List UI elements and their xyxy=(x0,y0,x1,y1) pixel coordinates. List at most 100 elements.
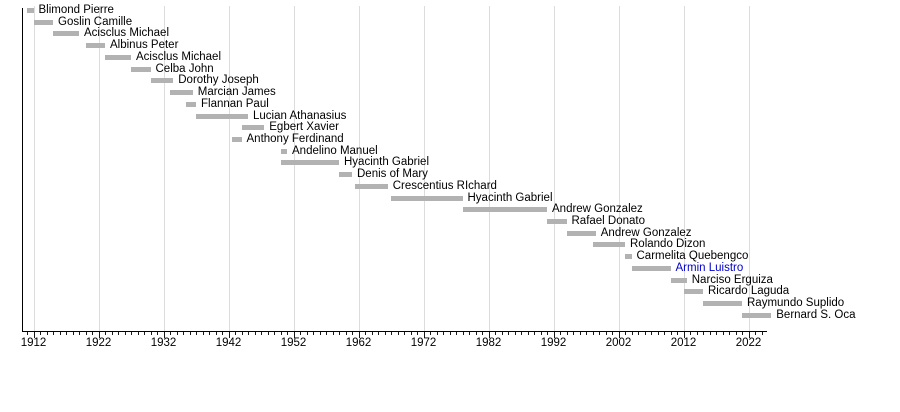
timeline-bar xyxy=(170,90,193,95)
timeline-bar xyxy=(683,289,703,294)
minor-tick xyxy=(66,332,67,335)
timeline-bar xyxy=(33,19,53,25)
minor-tick xyxy=(59,332,61,335)
major-tick xyxy=(748,332,750,338)
decade-gridline xyxy=(293,6,295,331)
timeline-bar xyxy=(339,172,352,177)
timeline-bar xyxy=(566,230,596,236)
minor-tick xyxy=(469,332,470,335)
minor-tick xyxy=(605,332,607,335)
timeline-bar xyxy=(547,219,567,224)
axis-year-label: 1952 xyxy=(280,337,307,349)
minor-tick xyxy=(202,332,204,335)
minor-tick xyxy=(280,332,282,335)
minor-tick xyxy=(79,332,80,335)
axis-year-label: 2002 xyxy=(605,337,632,349)
timeline-bar xyxy=(391,195,463,201)
decade-gridline xyxy=(683,6,685,331)
timeline-bar-label-link[interactable]: Armin Luistro xyxy=(675,261,744,274)
minor-tick xyxy=(150,332,152,335)
timeline-bar-label: Celba John xyxy=(155,62,214,75)
x-axis xyxy=(21,331,767,332)
minor-tick xyxy=(527,332,529,335)
timeline-bar-label: Andelino Manuel xyxy=(292,144,378,157)
minor-tick xyxy=(267,332,269,335)
timeline-bar xyxy=(462,207,547,212)
timeline-bar xyxy=(186,101,196,107)
timeline-bar-label: Rafael Donato xyxy=(571,215,646,227)
timeline-bar xyxy=(670,277,687,283)
minor-tick xyxy=(339,332,340,335)
timeline-bar xyxy=(196,113,248,119)
minor-tick xyxy=(631,332,633,335)
timeline-bar-label: Egbert Xavier xyxy=(269,121,339,133)
minor-tick xyxy=(696,332,698,335)
minor-tick xyxy=(560,332,561,335)
timeline-bar xyxy=(703,301,742,306)
minor-tick xyxy=(436,332,438,335)
minor-tick xyxy=(248,332,249,335)
minor-tick xyxy=(761,332,763,335)
minor-tick xyxy=(137,332,139,335)
timeline-bar-label: Raymundo Suplido xyxy=(747,297,845,309)
axis-year-label: 1972 xyxy=(410,337,437,349)
timeline-bar-label: Andrew Gonzalez xyxy=(600,226,692,239)
minor-tick xyxy=(599,332,600,335)
major-tick xyxy=(618,332,620,338)
minor-tick xyxy=(495,332,496,335)
minor-tick xyxy=(430,332,431,335)
minor-tick xyxy=(85,332,87,335)
minor-tick xyxy=(40,332,41,335)
minor-tick xyxy=(111,332,113,335)
minor-tick xyxy=(612,332,613,335)
minor-tick xyxy=(514,332,516,335)
major-tick xyxy=(163,332,165,338)
axis-year-label: 1912 xyxy=(20,337,47,349)
minor-tick xyxy=(722,332,724,335)
major-tick xyxy=(358,332,360,338)
minor-tick xyxy=(131,332,132,335)
minor-tick xyxy=(72,332,74,335)
minor-tick xyxy=(235,332,236,335)
minor-tick xyxy=(501,332,503,335)
minor-tick xyxy=(352,332,353,335)
minor-tick xyxy=(482,332,483,335)
minor-tick xyxy=(215,332,217,335)
timeline-bar xyxy=(27,8,34,13)
timeline-bar-label: Hyacinth Gabriel xyxy=(467,191,553,204)
minor-tick xyxy=(690,332,691,335)
minor-tick xyxy=(326,332,327,335)
timeline-bar-label: Carmelita Quebengco xyxy=(636,250,749,262)
minor-tick xyxy=(170,332,171,335)
minor-tick xyxy=(573,332,574,335)
minor-tick xyxy=(547,332,548,335)
axis-year-label: 1942 xyxy=(215,337,242,349)
minor-tick xyxy=(332,332,334,335)
timeline-bar-label: Dorothy Joseph xyxy=(178,74,259,86)
minor-tick xyxy=(300,332,301,335)
decade-gridline xyxy=(228,6,230,331)
minor-tick xyxy=(586,332,587,335)
minor-tick xyxy=(475,332,477,335)
timeline-bar-label: Hyacinth Gabriel xyxy=(344,156,430,168)
timeline-bar xyxy=(241,125,265,130)
axis-year-label: 1962 xyxy=(345,337,372,349)
major-tick xyxy=(228,332,230,338)
major-tick xyxy=(98,332,100,338)
y-axis xyxy=(21,8,23,331)
minor-tick xyxy=(417,332,418,335)
minor-tick xyxy=(274,332,275,335)
timeline-bar-label: Ricardo Laguda xyxy=(708,285,790,297)
timeline-bar xyxy=(105,54,131,60)
timeline-bar-label: Acisclus Michael xyxy=(136,50,221,63)
minor-tick xyxy=(105,332,106,335)
minor-tick xyxy=(118,332,119,335)
minor-tick xyxy=(183,332,184,335)
timeline-bar xyxy=(53,31,79,36)
decade-gridline xyxy=(423,6,425,331)
minor-tick xyxy=(261,332,262,335)
timeline-bar xyxy=(355,183,388,189)
minor-tick xyxy=(365,332,366,335)
minor-tick xyxy=(462,332,464,335)
minor-tick xyxy=(664,332,665,335)
